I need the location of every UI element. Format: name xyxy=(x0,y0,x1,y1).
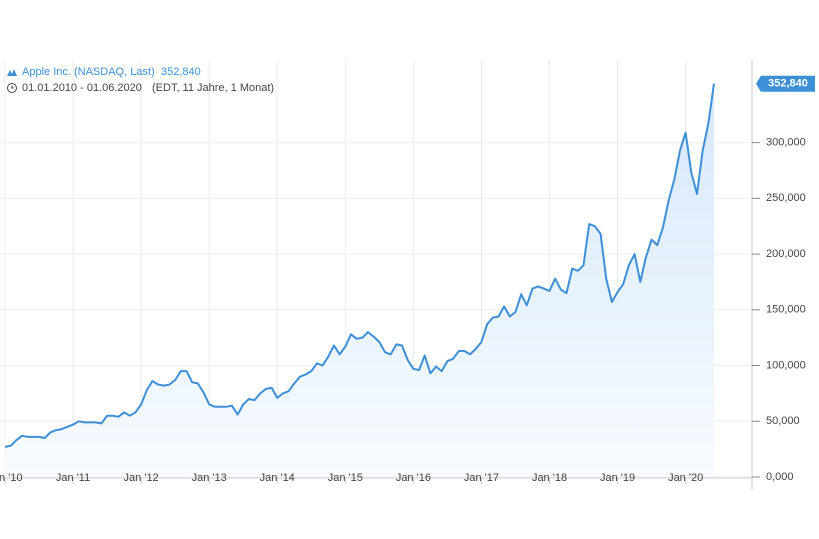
last-value-pill xyxy=(756,75,815,92)
legend-series: Apple Inc. (NASDAQ, Last) xyxy=(22,66,155,78)
axes: 0,000 50,000 100,000 150,000 200,000 250,000 3… xyxy=(0,75,815,484)
x-tick-label: Jan '16 xyxy=(396,472,431,484)
x-tick-label: Jan '15 xyxy=(328,472,363,484)
x-tick-label: Jan '14 xyxy=(260,472,295,484)
series-icon xyxy=(7,69,17,76)
period-note: (EDT, 11 Jahre, 1 Monat) xyxy=(152,82,274,94)
x-tick-label: Jan '12 xyxy=(124,472,159,484)
y-tick-label: 0,000 xyxy=(766,471,794,483)
x-tick-label: Jan '20 xyxy=(668,472,703,484)
date-range: 01.01.2010 - 01.06.2020 xyxy=(22,82,142,94)
plot xyxy=(4,83,715,477)
legend: Apple Inc. (NASDAQ, Last) 352,840 01.01.… xyxy=(7,66,274,94)
y-tick-label: 200,000 xyxy=(766,248,806,260)
clock-icon xyxy=(7,83,17,93)
y-tick-label: 150,000 xyxy=(766,304,806,316)
legend-last-value: 352,840 xyxy=(161,66,201,78)
last-value-label: 352,840 xyxy=(768,78,808,90)
y-tick-label: 300,000 xyxy=(766,137,806,149)
x-tick-label: Jan '13 xyxy=(192,472,227,484)
x-tick-label: Jan '10 xyxy=(0,472,23,484)
y-tick-label: 250,000 xyxy=(766,192,806,204)
x-tick-label: Jan '17 xyxy=(464,472,499,484)
y-tick-label: 100,000 xyxy=(766,359,806,371)
line xyxy=(4,83,715,448)
x-tick-label: Jan '18 xyxy=(532,472,567,484)
y-tick-label: 50,000 xyxy=(766,415,800,427)
x-tick-label: Jan '19 xyxy=(600,472,635,484)
x-tick-label: Jan '11 xyxy=(56,472,90,484)
clock-hand xyxy=(11,85,14,89)
area xyxy=(5,83,714,477)
